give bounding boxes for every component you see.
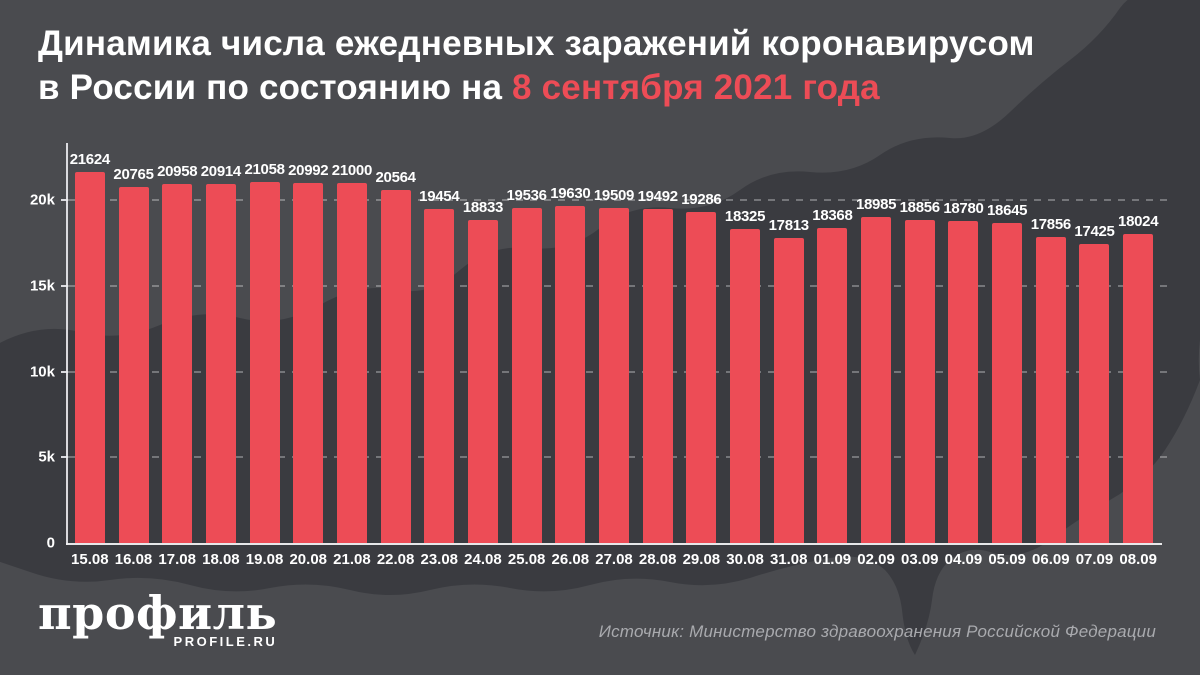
x-tick-label-18.08: 18.08 xyxy=(202,551,240,568)
x-tick-label-26.08: 26.08 xyxy=(551,551,590,568)
x-tick-label-29.08: 29.08 xyxy=(682,551,721,568)
bar-value-label-16.08: 20765 xyxy=(113,165,154,183)
x-tick-label-06.09: 06.09 xyxy=(1032,551,1070,568)
x-tick-label-02.09: 02.09 xyxy=(857,551,895,568)
bar-05.09 xyxy=(992,223,1023,543)
x-tick-label-05.09: 05.09 xyxy=(988,551,1026,568)
bar-01.09 xyxy=(817,228,848,543)
bar-value-label-08.09: 18024 xyxy=(1118,212,1159,230)
title-date-highlight: 8 сентября 2021 года xyxy=(512,68,880,108)
x-tick-label-22.08: 22.08 xyxy=(376,551,415,568)
bar-value-label-06.09: 17856 xyxy=(1030,215,1072,233)
profile-logo: профиль PROFILE.RU xyxy=(38,590,277,649)
bar-value-label-30.08: 18325 xyxy=(724,207,766,225)
logo-url: PROFILE.RU xyxy=(173,634,278,649)
y-tick-label-0: 0 xyxy=(46,534,55,552)
logo-wordmark: профиль xyxy=(38,586,278,640)
bar-value-label-05.09: 18645 xyxy=(987,202,1028,220)
gridline-20k xyxy=(68,199,1168,201)
bar-21.08 xyxy=(336,182,367,543)
bar-03.09 xyxy=(904,219,935,543)
bar-29.08 xyxy=(686,212,717,543)
y-tick-label-5k: 5k xyxy=(38,448,55,466)
bar-02.09 xyxy=(861,217,892,543)
bar-18.08 xyxy=(205,184,236,543)
bar-08.09 xyxy=(1123,233,1154,543)
x-tick-label-21.08: 21.08 xyxy=(333,551,371,568)
bar-27.08 xyxy=(599,208,629,543)
bar-04.09 xyxy=(948,220,979,543)
bar-value-label-20.08: 20992 xyxy=(288,162,329,179)
y-axis-tick-5k xyxy=(61,456,68,459)
x-tick-label-19.08: 19.08 xyxy=(245,551,284,568)
bar-chart-plot-area: 0 5k 10k 15k 20k 21624 15.08 20765 16.08 20958 17.… xyxy=(30,143,1168,568)
x-tick-label-07.09: 07.09 xyxy=(1075,551,1114,568)
bar-value-label-17.08: 20958 xyxy=(157,162,198,180)
bar-value-label-24.08: 18833 xyxy=(462,199,504,217)
x-tick-label-30.08: 30.08 xyxy=(726,551,764,568)
bar-16.08 xyxy=(118,186,149,543)
bar-value-label-26.08: 19630 xyxy=(550,185,591,203)
bar-30.08 xyxy=(730,228,761,543)
y-axis-tick-10k xyxy=(61,370,68,373)
bar-value-label-15.08: 21624 xyxy=(69,151,111,169)
y-axis-tick-15k xyxy=(61,284,68,287)
bar-value-label-07.09: 17425 xyxy=(1074,223,1115,241)
y-axis-tick-20k xyxy=(61,199,68,201)
bar-value-label-22.08: 20564 xyxy=(375,169,416,187)
bar-value-label-19.08: 21058 xyxy=(244,160,285,178)
bar-06.09 xyxy=(1035,236,1066,543)
x-tick-label-25.08: 25.08 xyxy=(507,551,546,568)
bar-value-label-18.08: 20914 xyxy=(200,163,242,181)
x-tick-label-01.09: 01.09 xyxy=(813,551,852,568)
bar-value-label-28.08: 19492 xyxy=(637,187,679,205)
bar-19.08 xyxy=(249,181,280,543)
bar-value-label-29.08: 19286 xyxy=(681,191,722,209)
x-tick-label-16.08: 16.08 xyxy=(114,551,153,568)
x-tick-label-04.09: 04.09 xyxy=(944,551,983,568)
bar-value-label-04.09: 18780 xyxy=(943,199,984,217)
source-attribution: Источник: Министерство здравоохранения Р… xyxy=(598,622,1156,641)
bar-value-label-25.08: 19536 xyxy=(506,186,548,204)
x-tick-label-15.08: 15.08 xyxy=(71,551,109,568)
x-tick-label-03.09: 03.09 xyxy=(900,551,939,568)
x-tick-label-24.08: 24.08 xyxy=(464,551,502,568)
x-tick-label-23.08: 23.08 xyxy=(420,551,459,568)
bar-26.08 xyxy=(555,206,586,543)
chart-title: Динамика числа ежедневных заражений коро… xyxy=(38,22,1035,110)
x-tick-label-28.08: 28.08 xyxy=(638,551,677,568)
title-line2-prefix: в России по состоянию на xyxy=(38,68,513,108)
bar-value-label-31.08: 17813 xyxy=(768,216,810,234)
y-axis-line xyxy=(66,143,68,545)
x-tick-label-08.09: 08.09 xyxy=(1119,551,1157,568)
bar-value-label-21.08: 21000 xyxy=(331,161,373,179)
y-tick-label-10k: 10k xyxy=(29,363,55,380)
x-tick-label-27.08: 27.08 xyxy=(595,551,633,568)
x-tick-label-31.08: 31.08 xyxy=(769,551,808,568)
bar-24.08 xyxy=(467,220,498,543)
bar-17.08 xyxy=(162,183,193,543)
bar-22.08 xyxy=(380,190,411,543)
bar-value-label-02.09: 18985 xyxy=(855,196,897,214)
bar-15.08 xyxy=(74,172,105,543)
bar-31.08 xyxy=(773,237,804,543)
title-line1: Динамика числа ежедневных заражений коро… xyxy=(38,24,1035,63)
bar-28.08 xyxy=(642,208,673,543)
bar-25.08 xyxy=(511,207,542,543)
x-axis-line xyxy=(66,543,1162,545)
y-tick-label-15k: 15k xyxy=(29,277,55,295)
x-tick-label-17.08: 17.08 xyxy=(158,551,196,568)
bar-07.09 xyxy=(1079,244,1110,543)
y-tick-label-20k: 20k xyxy=(29,191,55,209)
x-tick-label-20.08: 20.08 xyxy=(289,551,328,568)
bar-value-label-23.08: 19454 xyxy=(419,188,460,206)
bar-value-label-03.09: 18856 xyxy=(899,198,941,216)
bar-value-label-27.08: 19509 xyxy=(593,187,635,205)
bar-20.08 xyxy=(293,183,324,543)
bar-value-label-01.09: 18368 xyxy=(812,207,853,224)
bar-23.08 xyxy=(424,209,455,543)
